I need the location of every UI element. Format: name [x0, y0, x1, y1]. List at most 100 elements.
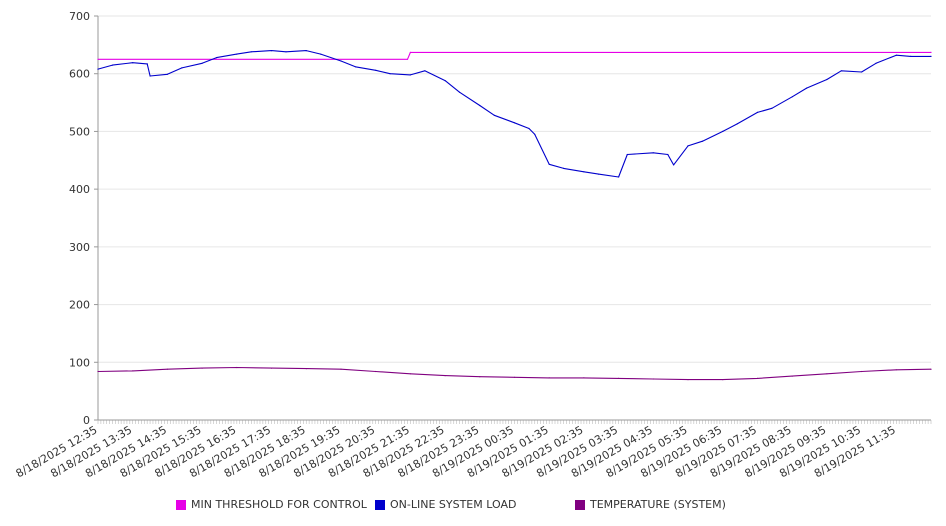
data-point: [791, 96, 793, 98]
data-point: [375, 69, 377, 71]
data-point: [250, 51, 252, 53]
data-point: [132, 62, 134, 64]
data-point: [513, 376, 516, 378]
data-point: [166, 368, 168, 370]
y-tick-label: 0: [83, 414, 90, 427]
data-point: [652, 152, 654, 154]
data-point: [320, 53, 322, 55]
data-point: [97, 58, 99, 60]
data-point: [895, 54, 897, 56]
data-point: [305, 368, 307, 370]
data-point: [270, 50, 273, 52]
data-point: [375, 370, 377, 373]
data-point: [826, 373, 828, 375]
data-point: [216, 57, 218, 59]
data-point: [201, 62, 203, 64]
legend-item-temperature: TEMPERATURE (SYSTEM): [575, 498, 726, 511]
data-point: [424, 70, 426, 72]
data-point: [479, 104, 481, 107]
data-point: [409, 373, 411, 375]
legend: MIN THRESHOLD FOR CONTROL ON-LINE SYSTEM…: [0, 498, 946, 516]
data-point: [806, 87, 808, 89]
data-point: [528, 127, 530, 130]
y-tick-label: 500: [69, 125, 90, 138]
data-point: [930, 368, 932, 370]
y-tick-label: 600: [69, 68, 90, 81]
data-point: [756, 377, 759, 379]
legend-swatch-min-threshold: [176, 499, 186, 510]
data-point: [409, 74, 411, 76]
data-point: [722, 130, 724, 132]
data-point: [97, 370, 99, 373]
data-point: [722, 379, 724, 381]
data-point: [736, 123, 738, 125]
data-point: [563, 167, 565, 169]
legend-item-min-threshold: MIN THRESHOLD FOR CONTROL: [176, 498, 367, 511]
data-point: [97, 68, 99, 70]
data-point: [861, 370, 863, 373]
data-point: [389, 73, 391, 75]
y-tick-label: 700: [69, 10, 90, 23]
data-point: [597, 173, 600, 175]
legend-swatch-system-load: [375, 499, 385, 510]
data-point: [861, 71, 863, 73]
data-point: [687, 145, 689, 147]
data-point: [910, 55, 912, 58]
data-point: [132, 370, 134, 372]
axes: [97, 16, 931, 421]
series-min-threshold-line: [98, 51, 931, 60]
data-point: [930, 55, 932, 58]
data-point: [285, 51, 287, 53]
data-point: [771, 107, 773, 109]
data-point: [146, 63, 148, 65]
series-lines: [97, 50, 932, 381]
data-point: [305, 50, 307, 52]
data-point: [652, 378, 654, 380]
data-point: [458, 91, 461, 93]
data-point: [895, 369, 897, 371]
data-point: [513, 122, 516, 124]
data-point: [583, 377, 585, 379]
data-point: [479, 376, 481, 378]
data-point: [791, 375, 793, 377]
data-point: [406, 58, 409, 60]
data-point: [673, 164, 675, 166]
data-point: [826, 78, 828, 81]
data-point: [340, 368, 342, 370]
y-tick-label: 400: [69, 183, 90, 196]
y-tick-label: 100: [69, 356, 90, 369]
data-point: [111, 64, 114, 66]
data-point: [930, 51, 932, 54]
legend-label-temperature: TEMPERATURE (SYSTEM): [590, 498, 726, 511]
data-point: [618, 176, 620, 178]
legend-item-system-load: ON-LINE SYSTEM LOAD: [375, 498, 516, 511]
data-point: [149, 75, 151, 77]
data-point: [340, 60, 342, 62]
data-point: [444, 80, 446, 82]
data-point: [687, 379, 689, 381]
x-tick-labels: 8/18/2025 12:358/18/2025 13:358/18/2025 …: [14, 423, 898, 480]
data-point: [201, 367, 203, 369]
grid-lines: [94, 15, 932, 424]
legend-label-system-load: ON-LINE SYSTEM LOAD: [390, 498, 517, 511]
data-point: [181, 67, 183, 69]
data-point: [756, 111, 759, 113]
y-tick-labels: 0 100 200 300 400 500 600 700: [69, 10, 90, 427]
data-point: [840, 70, 842, 72]
y-tick-label: 200: [69, 299, 90, 312]
data-point: [875, 62, 877, 64]
data-point: [626, 153, 628, 156]
data-point: [444, 375, 446, 377]
data-point: [409, 51, 411, 54]
data-point: [667, 153, 669, 156]
data-point: [534, 133, 536, 135]
y-tick-label: 300: [69, 241, 90, 254]
series-system-load-line: [97, 50, 931, 178]
data-point: [236, 366, 238, 369]
data-point: [236, 53, 238, 55]
legend-label-min-threshold: MIN THRESHOLD FOR CONTROL: [191, 498, 367, 511]
data-point: [548, 377, 550, 379]
data-point: [548, 163, 550, 165]
data-point: [701, 140, 704, 142]
